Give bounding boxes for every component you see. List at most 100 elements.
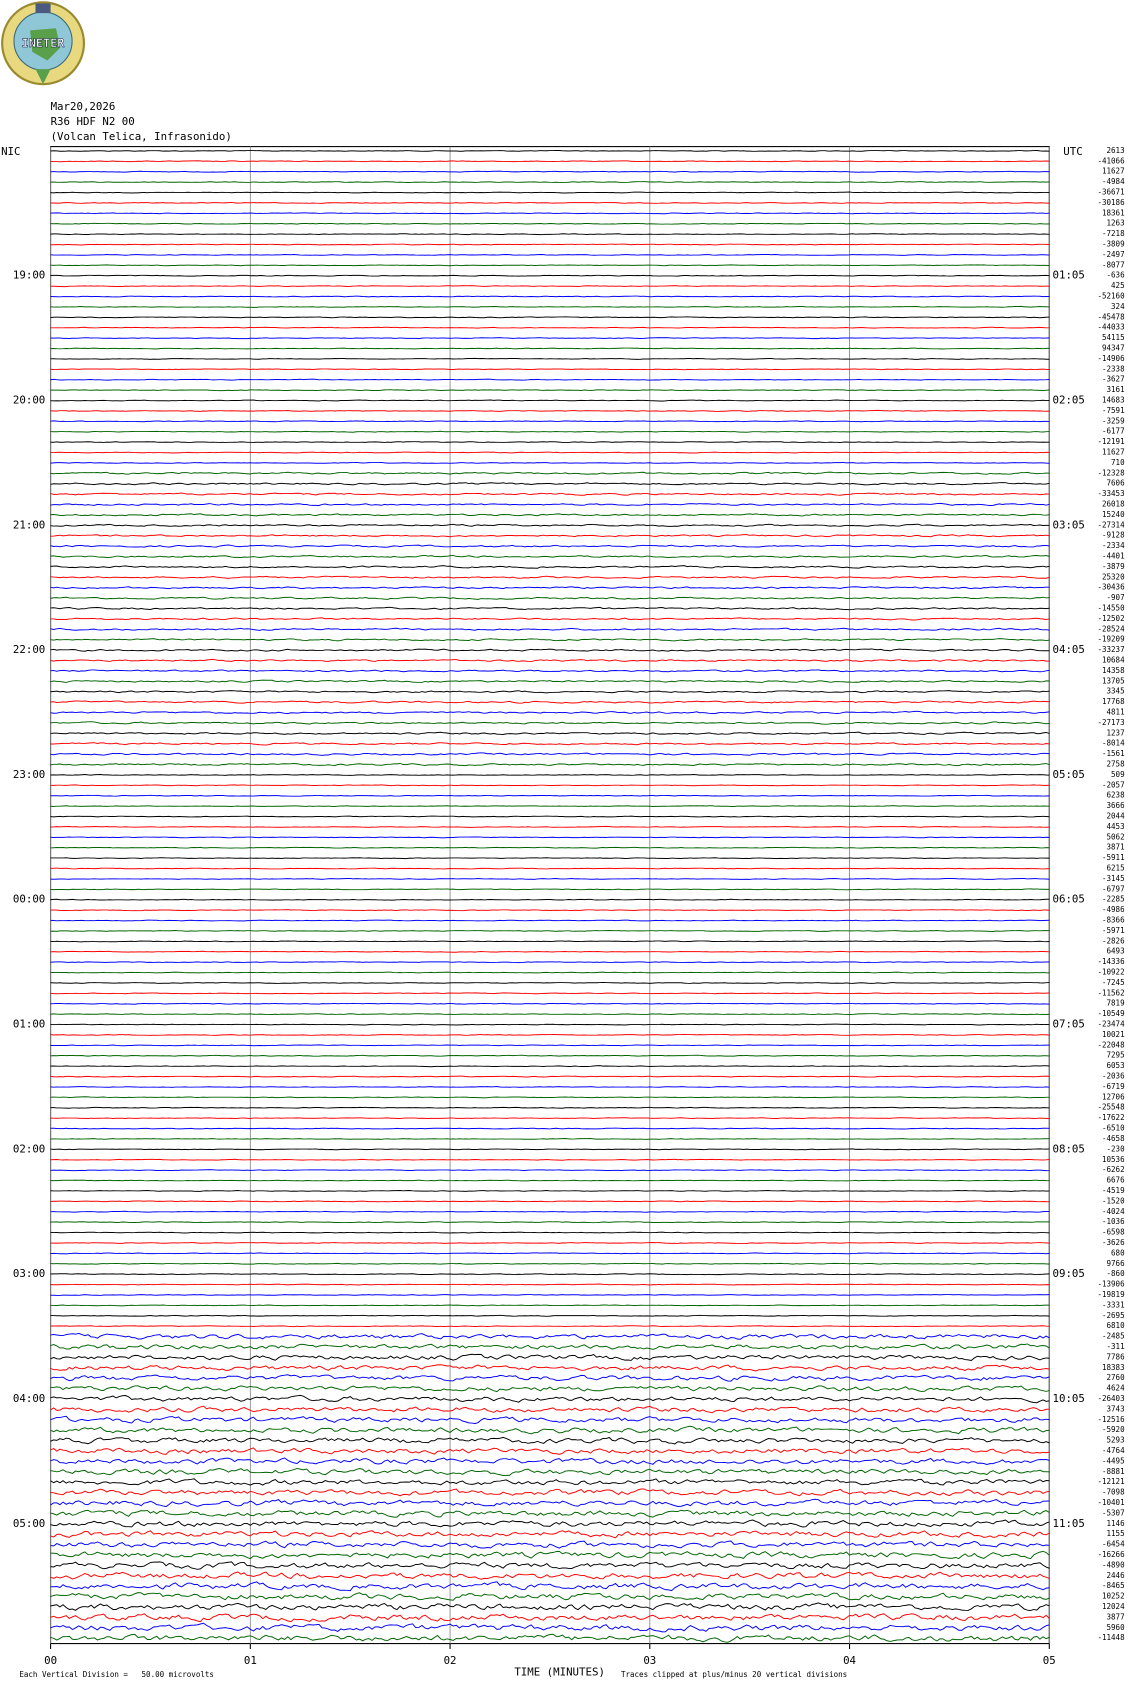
trace: [50, 1343, 1050, 1350]
trace-offset: -14550: [1097, 604, 1125, 613]
trace-offset: 6493: [1107, 947, 1125, 956]
trace: [50, 1169, 1050, 1172]
trace: [50, 721, 1050, 725]
trace-offset: -30186: [1097, 198, 1125, 207]
trace-offset: -25548: [1097, 1103, 1125, 1112]
trace-offset: -6262: [1102, 1165, 1125, 1174]
trace: [50, 201, 1050, 204]
trace-offset: 3743: [1107, 1404, 1125, 1413]
trace-offset: -2057: [1102, 780, 1125, 789]
trace-offset: -4519: [1102, 1186, 1125, 1195]
trace: [50, 378, 1050, 381]
trace-offset: 13705: [1102, 676, 1125, 685]
trace: [50, 1054, 1050, 1057]
trace-offset: 2044: [1107, 812, 1126, 821]
trace-offset: 7606: [1107, 479, 1126, 488]
trace: [50, 1509, 1050, 1518]
trace-offset: 6810: [1107, 1321, 1126, 1330]
left-hour-label: 19:00: [13, 269, 45, 282]
trace-offset: 680: [1111, 1248, 1125, 1257]
trace: [50, 700, 1050, 704]
trace-offset: 710: [1111, 458, 1125, 467]
trace-offset: 2613: [1107, 146, 1125, 155]
trace-offset: 6215: [1107, 864, 1125, 873]
trace: [50, 731, 1050, 736]
trace: [50, 762, 1050, 767]
trace: [50, 586, 1050, 590]
trace: [50, 690, 1050, 694]
footer-right: Traces clipped at plus/minus 20 vertical…: [621, 1670, 847, 1679]
trace: [50, 326, 1050, 329]
trace: [50, 930, 1050, 932]
left-hour-label: 21:00: [13, 518, 45, 531]
trace: [50, 1405, 1050, 1414]
trace-offset: -22048: [1097, 1040, 1125, 1049]
trace: [50, 1304, 1050, 1307]
trace: [50, 836, 1050, 839]
trace-offset: -7098: [1102, 1488, 1125, 1497]
trace-offset: -27314: [1097, 520, 1125, 529]
trace-offset: -12191: [1097, 437, 1125, 446]
trace: [50, 1581, 1050, 1592]
plot-frame: [50, 146, 1050, 1645]
trace: [50, 1148, 1050, 1151]
trace: [50, 544, 1050, 548]
trace: [50, 627, 1050, 631]
trace-offset: -6177: [1102, 427, 1125, 436]
trace-offset: -4658: [1102, 1134, 1125, 1143]
trace: [50, 784, 1050, 787]
trace: [50, 1210, 1050, 1213]
trace-offset: -45478: [1097, 312, 1125, 321]
trace-offset: 4624: [1107, 1384, 1126, 1393]
trace-offset: -9128: [1102, 531, 1125, 540]
trace-offset: 14358: [1102, 666, 1125, 675]
trace-offset: -12121: [1097, 1477, 1125, 1486]
trace: [50, 1364, 1050, 1372]
trace-offset: 2758: [1107, 760, 1126, 769]
trace-offset: -12516: [1097, 1415, 1125, 1424]
right-hour-label: 04:05: [1053, 643, 1085, 656]
trace-offset: 15240: [1102, 510, 1125, 519]
trace: [50, 1179, 1050, 1182]
trace-offset: -12328: [1097, 468, 1125, 477]
trace-offset: 11627: [1102, 448, 1125, 457]
trace-offset: -8366: [1102, 916, 1125, 925]
date: Mar20,2026: [51, 100, 116, 113]
trace: [50, 264, 1050, 267]
trace: [50, 1467, 1050, 1476]
trace-offset: 3161: [1107, 385, 1126, 394]
trace-offset: 5062: [1107, 832, 1125, 841]
trace-offset: -14906: [1097, 354, 1125, 363]
x-tick-label: 00: [44, 1654, 57, 1667]
trace: [50, 1425, 1050, 1435]
trace: [50, 1096, 1050, 1099]
trace: [50, 1394, 1050, 1404]
trace-offset: -230: [1107, 1144, 1126, 1153]
trace: [50, 898, 1050, 901]
right-hour-label: 06:05: [1053, 893, 1085, 906]
right-hour-label: 02:05: [1053, 394, 1085, 407]
trace-offset: -5911: [1102, 853, 1125, 862]
trace-offset: -2497: [1102, 250, 1125, 259]
trace-offset: -10549: [1097, 1009, 1125, 1018]
x-axis-title: TIME (MINUTES): [514, 1666, 605, 1679]
trace: [50, 523, 1050, 527]
trace-offset: 6053: [1107, 1061, 1125, 1070]
trace: [50, 710, 1050, 715]
trace-offset: 18361: [1102, 208, 1125, 217]
trace: [50, 1033, 1050, 1036]
trace-offset: 10252: [1102, 1592, 1125, 1601]
left-hour-label: 02:00: [13, 1142, 45, 1155]
trace: [50, 1294, 1050, 1296]
trace: [50, 846, 1050, 849]
trace-offset: 4811: [1107, 708, 1126, 717]
trace: [50, 513, 1050, 517]
right-axis-title: UTC: [1063, 145, 1082, 158]
left-hour-label: 22:00: [13, 643, 45, 656]
trace: [50, 1023, 1050, 1026]
trace-offset: 10021: [1102, 1030, 1125, 1039]
trace-offset: -4495: [1102, 1456, 1125, 1465]
trace-offset: -2036: [1102, 1072, 1125, 1081]
trace-offset: -3627: [1102, 375, 1125, 384]
trace-offset: 1155: [1107, 1529, 1125, 1538]
